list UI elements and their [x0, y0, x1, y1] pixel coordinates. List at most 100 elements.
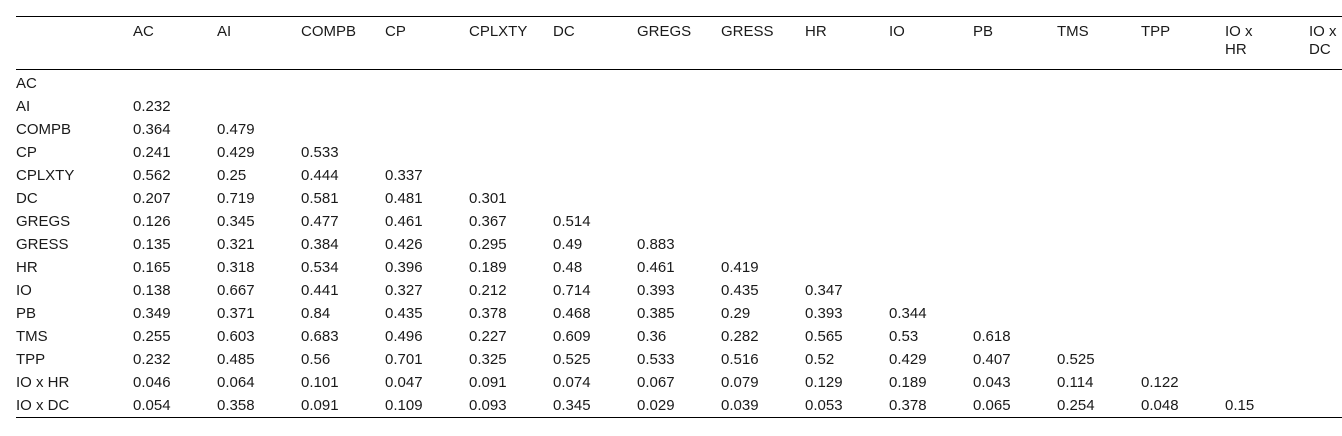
correlation-cell: 0.441	[301, 282, 339, 299]
correlation-cell: 0.479	[217, 121, 255, 138]
table-row: GRESS 0.135 0.321 0.384 0.426 0.295 0.49 0.883	[16, 233, 1342, 256]
correlation-cell	[1309, 164, 1342, 187]
correlation-cell	[973, 302, 1057, 325]
correlation-cell	[889, 164, 973, 187]
row-label: CPLXTY	[16, 167, 75, 184]
correlation-cell: 0.325	[469, 351, 507, 368]
correlation-cell	[1309, 233, 1342, 256]
correlation-cell	[1141, 118, 1225, 141]
correlation-cell	[1225, 95, 1309, 118]
correlation-cell	[1309, 187, 1342, 210]
correlation-cell	[1057, 302, 1141, 325]
correlation-cell	[1225, 118, 1309, 141]
correlation-cell: 0.53	[889, 328, 919, 345]
correlation-cell	[889, 95, 973, 118]
correlation-cell: 0.344	[889, 305, 927, 322]
table-row: IO x DC 0.054 0.358 0.091 0.109 0.093 0.345 0.0…	[16, 394, 1342, 418]
row-label: GREGS	[16, 213, 71, 230]
correlation-cell: 0.49	[553, 236, 583, 253]
correlation-cell: 0.419	[721, 259, 759, 276]
correlation-cell: 0.525	[553, 351, 591, 368]
correlation-cell	[637, 164, 721, 187]
correlation-cell: 0.212	[469, 282, 507, 299]
correlation-cell	[973, 118, 1057, 141]
table-row: COMPB 0.364 0.479	[16, 118, 1342, 141]
row-label: IO	[16, 282, 32, 299]
correlation-cell	[973, 141, 1057, 164]
correlation-cell	[1141, 279, 1225, 302]
correlation-cell: 0.714	[553, 282, 591, 299]
correlation-cell: 0.603	[217, 328, 255, 345]
correlation-cell	[1225, 302, 1309, 325]
correlation-cell	[889, 256, 973, 279]
correlation-cell: 0.667	[217, 282, 255, 299]
correlation-cell	[973, 210, 1057, 233]
table-row: AI 0.232	[16, 95, 1342, 118]
correlation-cell	[889, 70, 973, 96]
correlation-cell: 0.109	[385, 397, 423, 414]
correlation-cell	[805, 141, 889, 164]
correlation-cell	[805, 233, 889, 256]
column-header: HR	[805, 23, 827, 40]
row-label: AI	[16, 98, 31, 115]
correlation-cell	[889, 141, 973, 164]
correlation-cell: 0.533	[301, 144, 339, 161]
correlation-cell: 0.48	[553, 259, 583, 276]
correlation-cell: 0.429	[889, 351, 927, 368]
correlation-cell	[217, 95, 301, 118]
correlation-cell	[721, 187, 805, 210]
row-label: IO x DC	[16, 397, 70, 414]
table-row: AC	[16, 70, 1342, 96]
correlation-cell: 0.347	[805, 282, 843, 299]
correlation-cell	[1225, 141, 1309, 164]
correlation-cell	[1057, 256, 1141, 279]
correlation-cell: 0.371	[217, 305, 255, 322]
correlation-cell: 0.043	[973, 374, 1011, 391]
correlation-cell	[637, 70, 721, 96]
row-label: CP	[16, 144, 37, 161]
correlation-cell	[1057, 279, 1141, 302]
correlation-cell: 0.232	[133, 98, 171, 115]
correlation-cell	[1309, 394, 1342, 418]
correlation-cell	[1141, 348, 1225, 371]
correlation-table: AC AI COMPB CP CPLXTY DC GREGS GRESS HR …	[16, 16, 1342, 418]
table-row: TPP 0.232 0.485 0.56 0.701 0.325 0.525 0.533 0.5…	[16, 348, 1342, 371]
correlation-cell	[805, 187, 889, 210]
correlation-cell	[973, 256, 1057, 279]
table-row: PB 0.349 0.371 0.84 0.435 0.378 0.468 0.385 0.29…	[16, 302, 1342, 325]
column-header: IO x DC	[1309, 17, 1342, 70]
correlation-cell: 0.378	[469, 305, 507, 322]
column-header: TPP	[1141, 23, 1171, 40]
column-header: TMS	[1057, 23, 1089, 40]
correlation-cell	[1225, 164, 1309, 187]
correlation-cell	[1225, 348, 1309, 371]
correlation-cell	[553, 164, 637, 187]
correlation-cell: 0.101	[301, 374, 339, 391]
correlation-cell	[1225, 233, 1309, 256]
correlation-cell	[1225, 279, 1309, 302]
column-header: GREGS	[637, 23, 692, 40]
correlation-cell	[889, 187, 973, 210]
correlation-cell	[1057, 233, 1141, 256]
correlation-cell	[1141, 141, 1225, 164]
correlation-cell	[385, 141, 469, 164]
correlation-cell	[721, 233, 805, 256]
correlation-cell: 0.481	[385, 190, 423, 207]
correlation-cell	[469, 141, 553, 164]
correlation-cell: 0.207	[133, 190, 171, 207]
correlation-cell: 0.064	[217, 374, 255, 391]
correlation-cell	[469, 118, 553, 141]
correlation-cell	[721, 95, 805, 118]
correlation-cell: 0.039	[721, 397, 759, 414]
correlation-cell	[973, 164, 1057, 187]
correlation-cell	[889, 210, 973, 233]
column-header: AI	[217, 23, 232, 40]
correlation-cell	[721, 118, 805, 141]
correlation-cell: 0.301	[469, 190, 507, 207]
correlation-cell: 0.525	[1057, 351, 1095, 368]
correlation-cell: 0.074	[553, 374, 591, 391]
correlation-cell	[805, 118, 889, 141]
correlation-cell	[1309, 70, 1342, 96]
correlation-cell: 0.345	[553, 397, 591, 414]
correlation-cell	[1309, 348, 1342, 371]
